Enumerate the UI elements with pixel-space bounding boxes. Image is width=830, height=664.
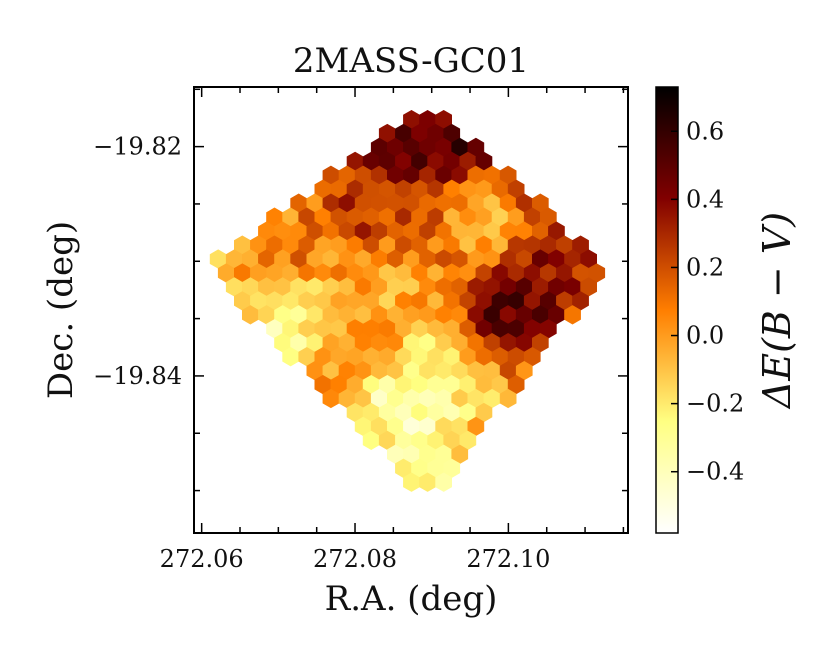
y-tick-label: −19.84 (93, 362, 182, 390)
colorbar-tick-label: 0.4 (686, 185, 724, 213)
colorbar-label: ΔE(B − V) (755, 212, 799, 410)
y-tick-label: −19.82 (93, 133, 182, 161)
colorbar-axis: 0.6 0.4 0.2 0.0 −0.2 −0.4 (671, 117, 744, 486)
colorbar-tick-label: 0.2 (686, 253, 724, 281)
x-tick-label: 272.10 (466, 545, 550, 573)
chart-title: 2MASS-GC01 (293, 41, 529, 81)
colorbar-tick-label: 0.6 (686, 117, 724, 145)
x-tick-label: 272.08 (313, 545, 397, 573)
hexbin-layer (209, 109, 606, 492)
colorbar-tick-label: 0.0 (686, 322, 724, 350)
hexbin-cell (435, 472, 453, 492)
colorbar (655, 86, 679, 534)
x-axis-label: R.A. (deg) (325, 579, 498, 619)
y-axis-label: Dec. (deg) (41, 221, 81, 399)
colorbar-tick-label: −0.4 (686, 458, 744, 486)
x-axis: 272.06 272.08 272.10 (160, 87, 625, 573)
y-axis: −19.82 −19.84 (93, 88, 628, 492)
x-tick-label: 272.06 (160, 545, 244, 573)
hexbin-cell (564, 305, 581, 325)
plot-frame (193, 86, 629, 534)
hexbin-cell (499, 388, 517, 409)
colorbar-tick-label: −0.2 (686, 390, 744, 418)
